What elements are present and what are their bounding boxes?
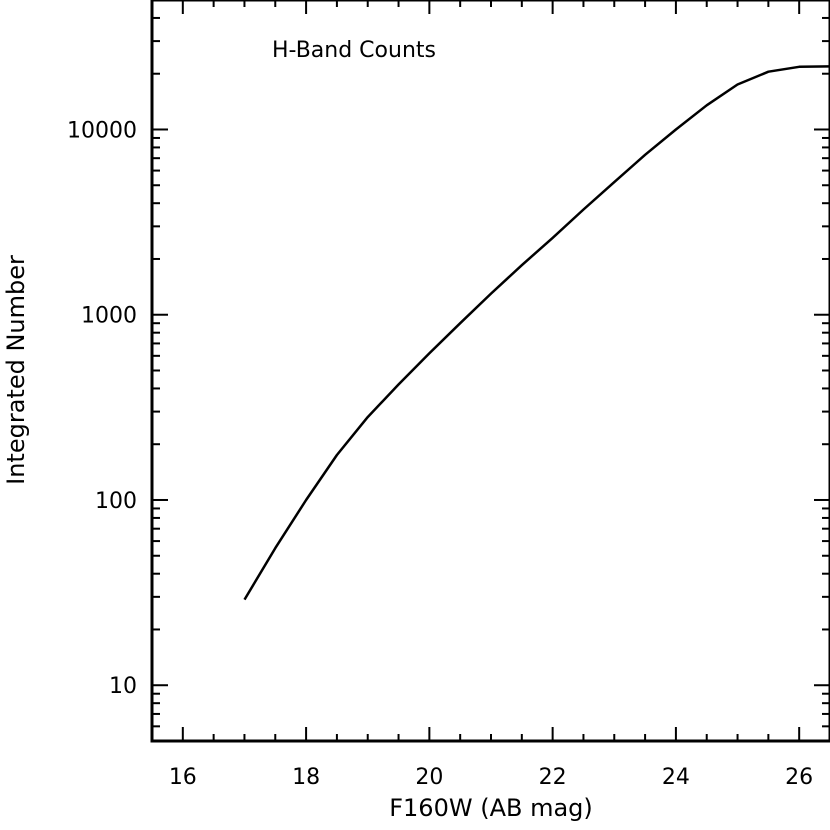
- x-tick-label: 22: [539, 765, 567, 790]
- x-tick-label: 16: [169, 765, 197, 790]
- plot-frame: [150, 0, 830, 743]
- y-tick-label: 100: [95, 489, 137, 514]
- x-tick-label: 20: [415, 765, 443, 790]
- y-axis-label: Integrated Number: [2, 255, 30, 485]
- x-axis-label: F160W (AB mag): [389, 794, 593, 822]
- x-tick-label: 18: [292, 765, 320, 790]
- x-axis-ticks: 16 18 20 22 24 26: [151, 0, 830, 790]
- series-line: [243, 65, 830, 601]
- y-tick-label: 10: [109, 674, 137, 699]
- annotation-label: H-Band Counts: [272, 38, 436, 63]
- y-tick-label: 10000: [67, 118, 137, 143]
- y-axis-ticks: 10 100 1000 10000: [67, 0, 830, 742]
- x-tick-label: 26: [785, 765, 813, 790]
- x-tick-label: 24: [662, 765, 690, 790]
- y-tick-label: 1000: [81, 304, 137, 329]
